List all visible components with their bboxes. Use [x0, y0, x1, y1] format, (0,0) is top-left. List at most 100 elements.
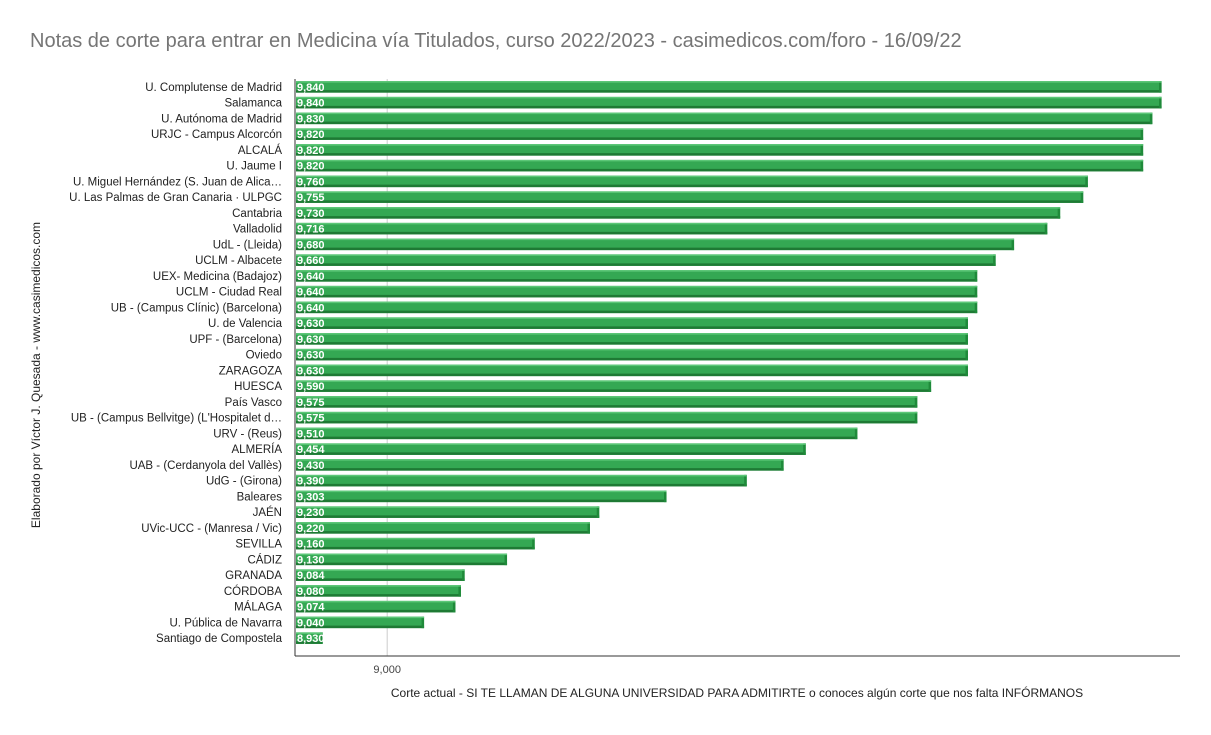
category-label: Oviedo [246, 350, 282, 362]
data-label: 9,575 [297, 413, 325, 425]
bar [296, 317, 968, 329]
bar [296, 238, 1015, 251]
bar [296, 522, 590, 534]
data-label: 9,840 [297, 98, 325, 110]
category-label: MÁLAGA [234, 601, 282, 614]
data-label: 9,040 [297, 617, 325, 629]
category-label: GRANADA [225, 570, 282, 582]
data-label: 8,930 [297, 633, 325, 645]
category-label: CÁDIZ [248, 553, 283, 566]
data-label: 9,630 [297, 365, 325, 377]
bar [296, 285, 978, 298]
category-label: UAB - (Cerdanyola del Vallès) [129, 460, 282, 472]
x-axis-label: Corte actual - SI TE LLAMAN DE ALGUNA UN… [390, 686, 1084, 700]
data-label: 9,220 [297, 523, 325, 535]
category-label: UB - (Campus Bellvitge) (L'Hospitalet d… [71, 413, 282, 425]
data-label: 9,680 [297, 239, 325, 251]
category-labels: U. Complutense de Madrid Salamanca U. Autó… [69, 82, 282, 645]
data-label: 9,755 [297, 192, 325, 204]
data-label: 9,830 [297, 113, 325, 125]
data-label: 9,590 [297, 381, 325, 393]
category-label: URV - (Reus) [213, 428, 282, 440]
bar [296, 569, 465, 581]
category-label: Santiago de Compostela [156, 633, 283, 645]
data-label: 9,130 [297, 554, 325, 566]
category-label: Baleares [237, 491, 283, 503]
data-label: 9,640 [297, 302, 325, 314]
category-label: URJC - Campus Alcorcón [151, 129, 282, 141]
data-labels: 9,840 9,840 9,830 9,820 9,820 9,820 9,760 9,755… [297, 82, 325, 645]
data-label: 9,820 [297, 129, 325, 141]
bar [296, 207, 1061, 219]
data-label: 9,716 [297, 224, 325, 236]
data-label: 9,640 [297, 271, 325, 283]
data-label: 9,820 [297, 145, 325, 157]
bar [296, 81, 1162, 93]
category-label: U. Miguel Hernández (S. Juan de Alica… [73, 176, 282, 188]
category-label: UPF - (Barcelona) [189, 334, 282, 346]
bar [296, 128, 1144, 140]
data-label: 9,575 [297, 397, 325, 409]
data-label: 9,630 [297, 350, 325, 362]
category-label: JAÉN [253, 506, 282, 519]
bar [296, 301, 978, 314]
data-label: 9,630 [297, 334, 325, 346]
category-label: HUESCA [234, 381, 282, 393]
data-label: 9,630 [297, 318, 325, 330]
axes: 9,000 [294, 79, 1180, 676]
bar [296, 364, 968, 377]
category-label: CÓRDOBA [224, 585, 282, 598]
bar [296, 616, 425, 629]
category-label: U. de Valencia [208, 318, 283, 330]
bar [296, 380, 932, 392]
bar [296, 411, 918, 424]
category-label: U. Jaume I [226, 161, 282, 173]
data-label: 9,730 [297, 208, 325, 220]
bar [296, 490, 667, 503]
bars [296, 81, 1162, 644]
bar [296, 144, 1144, 156]
data-label: 9,760 [297, 176, 325, 188]
data-label: 9,820 [297, 161, 325, 173]
bar [296, 270, 978, 282]
category-label: UdG - (Girona) [206, 476, 282, 488]
bar [296, 191, 1084, 203]
category-label: Salamanca [224, 98, 282, 110]
data-label: 9,074 [297, 602, 325, 614]
bar [296, 175, 1088, 188]
bar [296, 506, 600, 518]
category-label: País Vasco [225, 397, 282, 409]
category-label: U. Las Palmas de Gran Canaria · ULPGC [69, 192, 282, 204]
bar [296, 159, 1144, 172]
bar [296, 443, 806, 455]
category-label: UdL - (Lleida) [213, 239, 282, 251]
data-label: 9,640 [297, 287, 325, 299]
bar [296, 254, 996, 266]
data-label: 9,430 [297, 460, 325, 472]
category-label: U. Complutense de Madrid [145, 82, 282, 94]
bar [296, 553, 508, 566]
category-label: ZARAGOZA [219, 365, 283, 377]
bar [296, 348, 968, 361]
category-label: Valladolid [233, 224, 282, 236]
data-label: 9,303 [297, 491, 325, 503]
data-label: 9,080 [297, 586, 325, 598]
data-label: 9,510 [297, 428, 325, 440]
category-label: Cantabria [232, 208, 282, 220]
bar [296, 96, 1162, 109]
category-label: ALCALÁ [238, 144, 282, 157]
category-label: ALMERÍA [232, 443, 283, 456]
bar [296, 600, 456, 613]
data-label: 9,454 [297, 444, 325, 456]
bar [296, 537, 535, 550]
category-label: UEX- Medicina (Badajoz) [153, 271, 282, 283]
category-label: U. Pública de Navarra [170, 617, 283, 629]
bar [296, 427, 858, 440]
bar [296, 459, 784, 471]
bar [296, 632, 323, 644]
x-tick-label: 9,000 [373, 664, 401, 676]
category-label: U. Autónoma de Madrid [161, 113, 282, 125]
bar [296, 396, 918, 408]
data-label: 9,660 [297, 255, 325, 267]
